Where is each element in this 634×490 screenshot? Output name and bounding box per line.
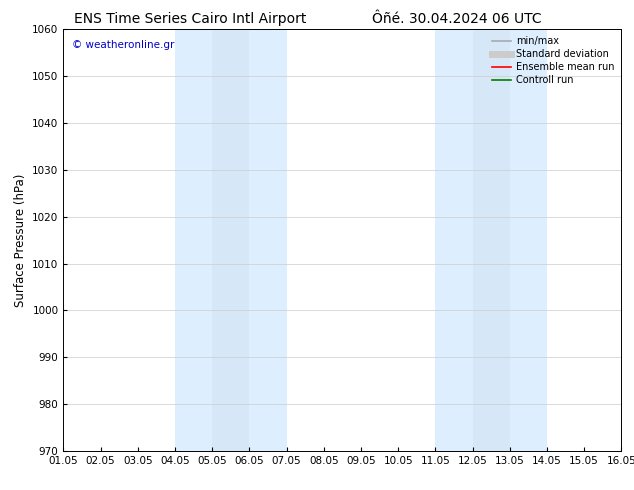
Y-axis label: Surface Pressure (hPa): Surface Pressure (hPa) (14, 173, 27, 307)
Text: Ôñé. 30.04.2024 06 UTC: Ôñé. 30.04.2024 06 UTC (372, 12, 541, 26)
Bar (472, 29, 510, 451)
Bar (212, 29, 249, 451)
Text: © weatheronline.gr: © weatheronline.gr (72, 40, 174, 50)
Legend: min/max, Standard deviation, Ensemble mean run, Controll run: min/max, Standard deviation, Ensemble me… (488, 32, 618, 89)
Text: ENS Time Series Cairo Intl Airport: ENS Time Series Cairo Intl Airport (74, 12, 306, 26)
Bar (510, 29, 547, 451)
Bar (436, 29, 472, 451)
Bar (249, 29, 287, 451)
Bar (175, 29, 212, 451)
